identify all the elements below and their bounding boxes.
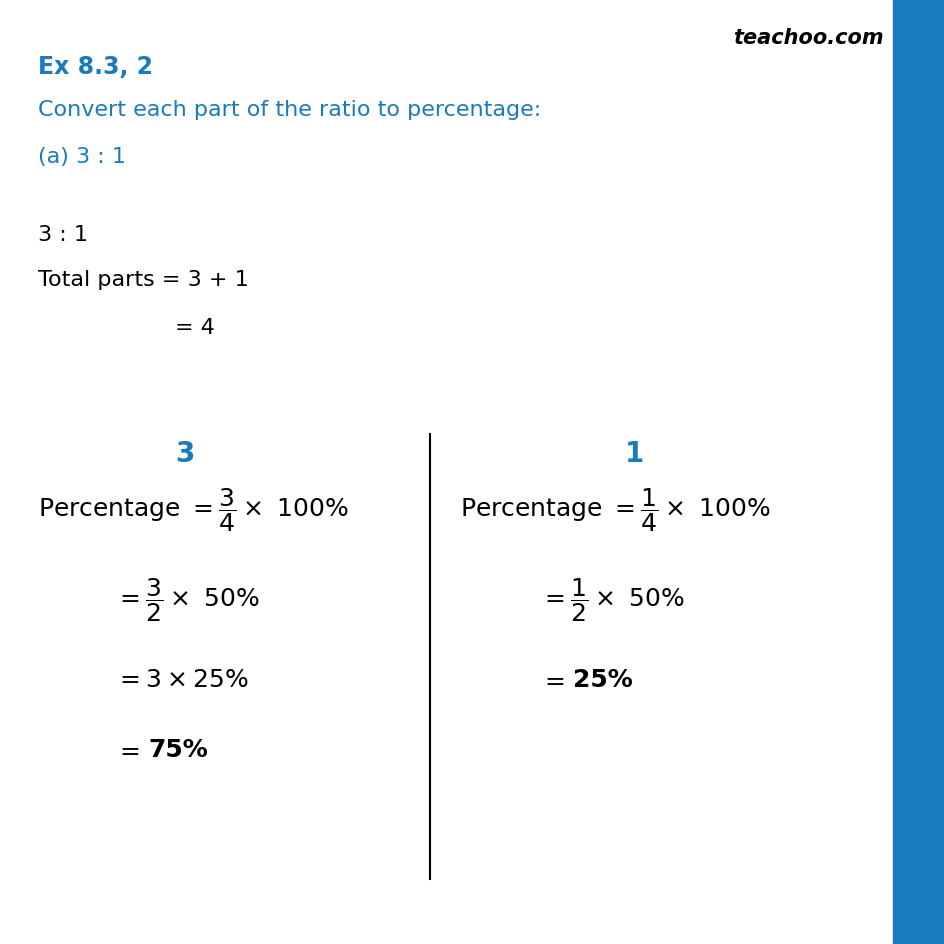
Text: $=$: $=$ [539, 667, 565, 691]
Text: 25%: 25% [572, 667, 632, 691]
Text: $=$: $=$ [115, 737, 140, 761]
Text: Percentage $= \dfrac{1}{4} \times$ 100%: Percentage $= \dfrac{1}{4} \times$ 100% [460, 485, 769, 533]
Text: = 4: = 4 [175, 318, 214, 338]
Text: (a) 3 : 1: (a) 3 : 1 [38, 147, 126, 167]
Text: $= \dfrac{3}{2} \times$ 50%: $= \dfrac{3}{2} \times$ 50% [115, 576, 260, 623]
Bar [892, 0, 944, 944]
Text: Convert each part of the ratio to percentage:: Convert each part of the ratio to percen… [38, 100, 541, 120]
Text: 3: 3 [176, 440, 194, 467]
Text: 3 : 1: 3 : 1 [38, 225, 88, 244]
Text: teachoo.com: teachoo.com [733, 28, 883, 48]
Text: Percentage $= \dfrac{3}{4} \times$ 100%: Percentage $= \dfrac{3}{4} \times$ 100% [38, 485, 348, 533]
Text: 1: 1 [625, 440, 644, 467]
Text: $= 3 \times 25\%$: $= 3 \times 25\%$ [115, 667, 248, 691]
Text: $= \dfrac{1}{2} \times$ 50%: $= \dfrac{1}{2} \times$ 50% [539, 576, 683, 623]
Text: 75%: 75% [148, 737, 208, 761]
Text: Total parts = 3 + 1: Total parts = 3 + 1 [38, 270, 248, 290]
Text: Ex 8.3, 2: Ex 8.3, 2 [38, 55, 153, 79]
